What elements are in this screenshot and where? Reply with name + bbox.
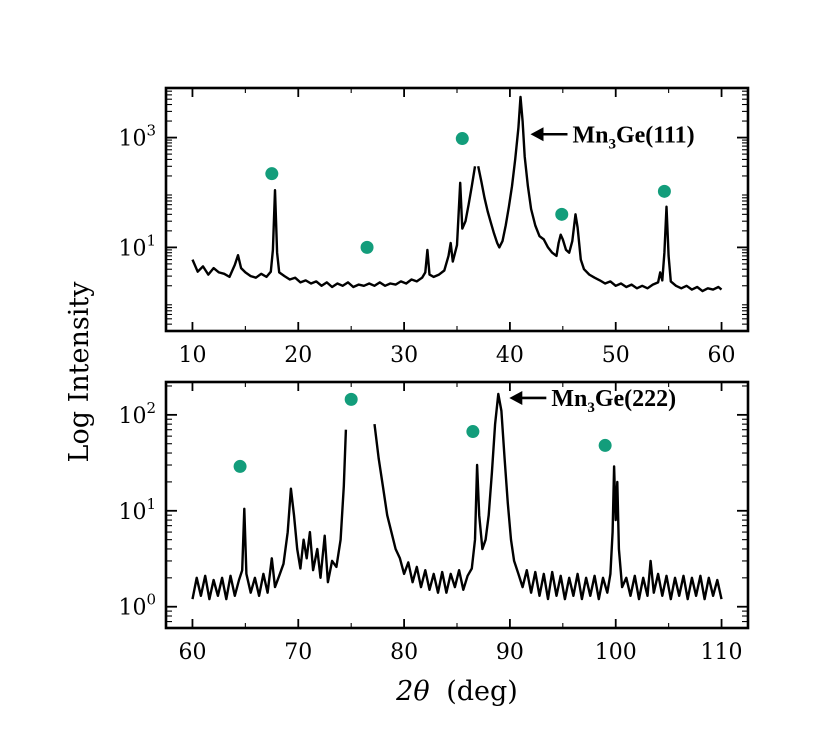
x-tick-label: 40	[496, 343, 524, 368]
panel-bottom-annotation: Mn3Ge(222)	[509, 386, 676, 416]
phase-marker-dot	[466, 425, 480, 439]
phase-marker-dot	[555, 207, 569, 221]
panel-top: 10 20 30 40 50 60 101 103 Mn3Ge(111)	[118, 86, 750, 368]
peak-label-mn3ge-111: Mn3Ge(111)	[572, 122, 694, 152]
phase-marker-dot	[344, 392, 358, 406]
panel-top-marks	[191, 95, 723, 293]
xrd-trace-segment	[477, 95, 723, 293]
xrd-trace-segment	[191, 166, 477, 289]
x-tick-label: 60	[708, 343, 736, 368]
xrd-trace-segment	[191, 429, 348, 601]
y-tick-label: 101	[118, 495, 156, 525]
panel-top-ticks: 10 20 30 40 50 60 101 103	[118, 88, 748, 368]
xrd-trace-segment	[373, 392, 723, 601]
y-tick-label: 101	[118, 231, 156, 261]
panel-bottom-ticks: 60 70 80 90 100 110 100 101 102	[118, 382, 748, 665]
phase-marker-dot	[360, 240, 374, 254]
phase-marker-dot	[233, 459, 247, 473]
x-tick-label: 30	[390, 343, 418, 368]
panel-bottom: 60 70 80 90 100 110 100 101 102 Mn3Ge(222)	[118, 380, 750, 665]
x-tick-label: 70	[284, 640, 312, 665]
arrow-head-icon	[530, 127, 544, 142]
x-tick-label: 80	[390, 640, 418, 665]
x-axis-title-unit: (deg)	[446, 676, 518, 707]
panel-top-annotation: Mn3Ge(111)	[530, 122, 695, 152]
phase-marker-dot	[657, 184, 671, 198]
arrow-head-icon	[509, 390, 523, 405]
x-tick-label: 90	[496, 640, 524, 665]
phase-marker-dot	[265, 167, 279, 181]
phase-marker-dot	[598, 438, 612, 452]
y-tick-label: 102	[118, 399, 156, 429]
x-axis-title: 2θ (deg)	[395, 676, 518, 707]
x-tick-label: 10	[178, 343, 206, 368]
peak-label-mn3ge-222: Mn3Ge(222)	[551, 386, 676, 416]
x-tick-label: 20	[284, 343, 312, 368]
x-axis-title-symbol: 2θ	[395, 676, 429, 707]
x-tick-label: 110	[701, 640, 743, 665]
y-tick-label: 103	[118, 122, 156, 152]
x-tick-label: 50	[602, 343, 630, 368]
x-tick-label: 60	[178, 640, 206, 665]
panel-bottom-marks	[191, 392, 723, 601]
y-tick-label: 100	[118, 591, 156, 621]
phase-marker-dot	[455, 132, 469, 146]
y-axis-title: Log Intensity	[64, 281, 95, 463]
x-tick-label: 100	[595, 640, 637, 665]
